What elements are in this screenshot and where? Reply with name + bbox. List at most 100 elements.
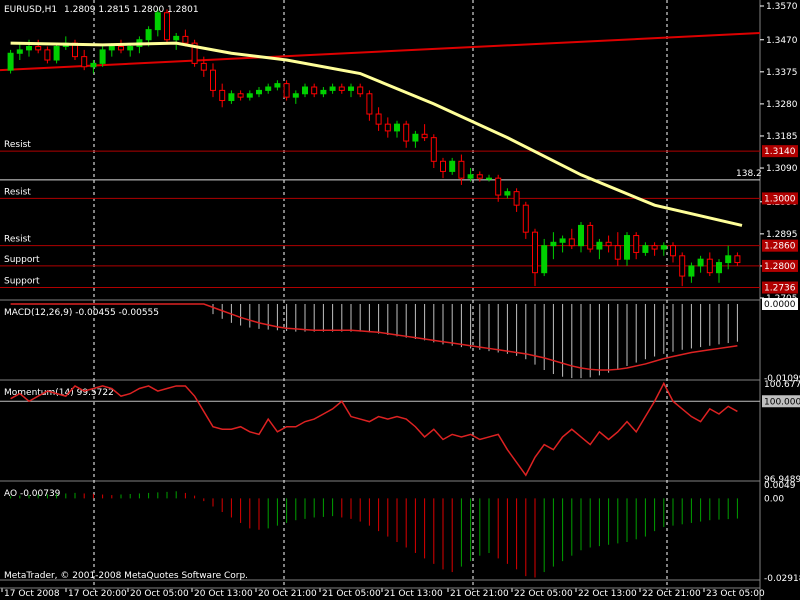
candle-body[interactable] [210,69,216,91]
candle-body[interactable] [256,89,262,95]
candle-body[interactable] [16,49,23,54]
copyright-label: MetaTrader, © 2001-2008 MetaQuotes Softw… [4,571,248,581]
candle-body[interactable] [550,241,557,247]
macd-title: MACD(12,26,9) -0.00455 -0.00555 [4,308,159,318]
time-tick-label: 20 Oct 05:00 [130,589,189,599]
candle-body[interactable] [449,160,456,172]
candle-body[interactable] [35,46,42,51]
candle-body[interactable] [440,160,446,172]
candle-body[interactable] [642,245,649,253]
candle-body[interactable] [173,35,180,41]
price-tick-label: 1.3570 [766,2,798,12]
candle-body[interactable] [716,262,722,274]
candle-body[interactable] [633,235,640,253]
candle-body[interactable] [679,255,686,277]
macd-tick-label: -0.01099 [764,374,800,384]
candle-body[interactable] [458,160,465,179]
candle-body[interactable] [403,123,410,142]
candle-body[interactable] [670,245,676,257]
level-tag-label: 1.2736 [764,284,796,294]
candle-body[interactable] [504,191,511,196]
candle-body[interactable] [329,86,336,91]
price-tick-label: 1.3375 [766,68,798,78]
candle-body[interactable] [357,86,364,95]
candle-body[interactable] [265,86,272,91]
symbol-label: EURUSD,H1 [4,5,57,15]
candle-body[interactable] [568,238,575,247]
candle-body[interactable] [706,258,713,274]
candle-body[interactable] [366,93,373,115]
candle-body[interactable] [734,255,741,264]
candle-body[interactable] [274,83,281,88]
candle-body[interactable] [90,62,97,68]
level-tag-label: 1.2860 [764,242,796,252]
candle-body[interactable] [311,86,318,95]
ao-chart[interactable]: AO -0.00739 [4,489,738,578]
candle-body[interactable] [660,245,667,250]
candle-body[interactable] [302,86,308,95]
candle-body[interactable] [44,49,51,61]
candle-body[interactable] [200,62,207,71]
candle-body[interactable] [605,241,612,247]
time-tick-label: 21 Oct 13:00 [384,589,443,599]
level-tag-box [762,145,798,158]
candle-body[interactable] [614,245,621,260]
macd-chart[interactable]: MACD(12,26,9) -0.00455 -0.00555 [4,303,738,379]
candle-body[interactable] [237,93,244,98]
candle-body[interactable] [246,93,253,98]
candle-body[interactable] [348,86,354,91]
candle-body[interactable] [145,29,152,41]
candle-body[interactable] [7,52,14,71]
candle-body[interactable] [375,113,382,125]
candle-body[interactable] [651,245,658,250]
candle-body[interactable] [108,46,115,51]
candle-body[interactable] [697,258,704,267]
candle-body[interactable] [532,231,538,274]
candle-body[interactable] [394,123,400,132]
candle-body[interactable] [467,174,474,179]
candle-body[interactable] [164,12,170,41]
candle-body[interactable] [596,241,603,250]
candle-body[interactable] [624,235,630,260]
momentum-tick-label: 96.9489 [764,475,800,485]
candle-body[interactable] [182,35,189,44]
candle-body[interactable] [338,86,345,91]
candle-body[interactable] [578,224,584,247]
macd-tick-label: 0.0000 [764,300,796,310]
ao-tick-label: 0.00 [764,494,784,504]
candle-body[interactable] [81,56,88,68]
candle-body[interactable] [26,46,32,51]
candle-body[interactable] [476,174,483,179]
level-tag-box [762,259,798,272]
momentum-chart[interactable]: Momentum(14) 99.5722 [0,381,760,477]
candle-body[interactable] [430,137,437,162]
price-chart[interactable]: 138.2 Resist Resist Resist Support Support [0,9,762,289]
candle-body[interactable] [522,204,529,233]
candle-body[interactable] [118,46,124,51]
level-tag-label: 1.2800 [764,262,796,272]
ohlc-label: 1.2809 1.2815 1.2800 1.2801 [64,5,199,15]
candle-body[interactable] [412,133,419,142]
candle-body[interactable] [513,191,520,206]
candle-body[interactable] [127,46,134,51]
candle-body[interactable] [421,133,428,139]
candle-body[interactable] [292,93,299,98]
candle-body[interactable] [587,224,594,250]
candle-body[interactable] [191,42,198,64]
candle-body[interactable] [283,83,290,98]
candle-body[interactable] [53,46,60,61]
candle-body[interactable] [495,177,502,196]
time-tick-label: 22 Oct 13:00 [578,589,637,599]
candle-body[interactable] [228,93,235,102]
candle-body[interactable] [541,245,548,274]
candle-body[interactable] [99,49,106,64]
candle-body[interactable] [320,89,327,95]
candle-body[interactable] [559,238,566,243]
candle-body[interactable] [486,177,492,180]
candle-body[interactable] [725,255,732,264]
candle-body[interactable] [384,123,391,132]
candle-body[interactable] [154,12,161,31]
candle-body[interactable] [219,89,226,102]
candle-body[interactable] [688,265,695,277]
